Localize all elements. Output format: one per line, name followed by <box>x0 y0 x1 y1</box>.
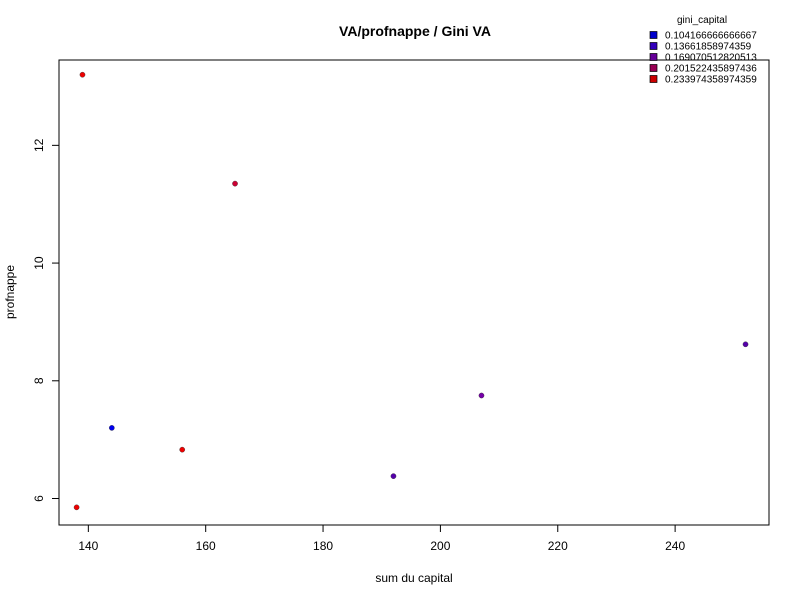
x-tick-label: 140 <box>78 539 98 553</box>
data-point <box>79 71 86 78</box>
x-axis: 140 160 180 200 220 240 <box>78 525 685 553</box>
data-point <box>73 504 80 511</box>
x-tick-label: 200 <box>430 539 450 553</box>
x-tick-label: 160 <box>196 539 216 553</box>
data-points <box>73 71 749 511</box>
y-tick-label: 6 <box>32 495 46 502</box>
data-point <box>390 473 397 479</box>
data-point <box>179 446 186 453</box>
legend: gini_capital 0.1041666666666670.13661858… <box>649 15 757 86</box>
y-tick-label: 10 <box>32 256 46 270</box>
data-point <box>478 392 485 399</box>
legend-swatch <box>649 53 658 61</box>
legend-swatch <box>649 42 658 50</box>
data-point <box>232 180 238 187</box>
legend-swatch <box>649 64 658 72</box>
legend-entry-label: 0.104166666666667 <box>665 31 757 42</box>
y-tick-label: 8 <box>32 377 46 384</box>
data-point <box>109 425 115 431</box>
legend-swatch <box>649 75 658 83</box>
legend-entry-label: 0.201522435897436 <box>665 64 757 75</box>
x-tick-label: 180 <box>313 539 333 553</box>
legend-swatch <box>649 31 658 39</box>
chart-title: VA/profnappe / Gini VA <box>339 23 491 39</box>
y-tick-label: 12 <box>32 138 46 152</box>
legend-entry-label: 0.233974358974359 <box>665 75 757 86</box>
x-tick-label: 240 <box>665 539 685 553</box>
plot-frame <box>58 59 770 526</box>
x-axis-label: sum du capital <box>375 571 452 585</box>
data-point <box>742 341 749 348</box>
legend-entry-label: 0.169070512820513 <box>665 53 757 64</box>
legend-title: gini_capital <box>677 15 727 26</box>
x-tick-label: 220 <box>548 539 568 553</box>
y-axis-label: profnappe <box>3 265 17 319</box>
legend-entry-label: 0.13661858974359 <box>665 42 752 53</box>
y-axis: 6 8 10 12 <box>32 138 59 502</box>
